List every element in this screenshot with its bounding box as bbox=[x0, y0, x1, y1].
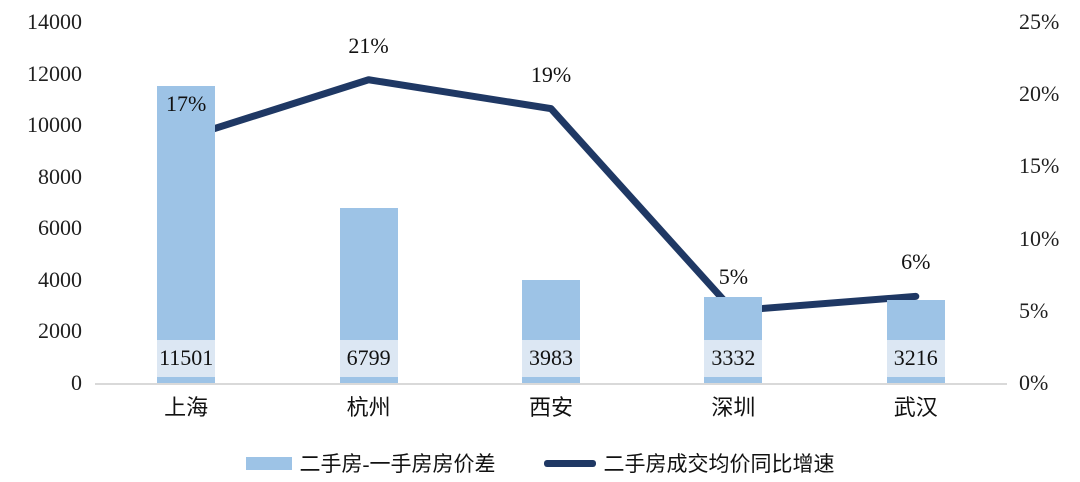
secondary-y-axis-tick-label: 25% bbox=[1019, 9, 1060, 34]
bar-series-swatch bbox=[245, 456, 292, 470]
bar: 11501 bbox=[157, 86, 216, 383]
trend-line bbox=[182, 76, 920, 315]
bar: 3983 bbox=[522, 280, 580, 383]
bar-value-label: 3216 bbox=[893, 345, 938, 371]
y-axis-tick-label: 4000 bbox=[38, 266, 82, 292]
bar-value-label-band bbox=[704, 339, 763, 377]
bar-value-label: 6799 bbox=[346, 345, 391, 371]
y-axis-tick-label: 6000 bbox=[38, 215, 82, 241]
legend-item-bar-series: 二手房-一手房房价差 bbox=[245, 448, 496, 478]
secondary-y-axis-tick-label: 0% bbox=[1019, 370, 1049, 395]
y-axis-tick-label: 14000 bbox=[27, 9, 82, 34]
category-label: 杭州 bbox=[346, 395, 391, 420]
line-point-label: 5% bbox=[718, 263, 749, 289]
line-series-swatch bbox=[543, 459, 596, 467]
bar-value-label-band bbox=[339, 339, 398, 377]
category-label: 武汉 bbox=[893, 395, 938, 420]
bar: 6799 bbox=[339, 207, 398, 383]
line-point-label: 19% bbox=[530, 61, 572, 87]
secondary-y-axis-tick-label: 10% bbox=[1019, 225, 1060, 251]
line-series-label: 二手房成交均价同比增速 bbox=[603, 452, 835, 476]
bar-value-label: 3983 bbox=[529, 345, 573, 371]
line-point-label: 6% bbox=[901, 249, 931, 275]
legend-item-line-series: 二手房成交均价同比增速 bbox=[543, 448, 835, 478]
bar: 3332 bbox=[704, 297, 763, 383]
y-axis-tick-label: 2000 bbox=[38, 318, 82, 344]
bar: 3216 bbox=[886, 300, 945, 383]
legend: 二手房-一手房房价差 二手房成交均价同比增速 bbox=[0, 448, 1080, 478]
secondary-y-axis-tick-label: 15% bbox=[1019, 153, 1060, 179]
category-label: 上海 bbox=[164, 395, 209, 420]
bar-value-label: 11501 bbox=[159, 345, 214, 371]
secondary-y-axis-tick-label: 5% bbox=[1019, 297, 1049, 323]
x-axis-line bbox=[95, 383, 1007, 385]
category-label: 深圳 bbox=[711, 395, 756, 420]
y-axis-tick-label: 12000 bbox=[27, 60, 82, 86]
bar-value-label-band bbox=[886, 339, 945, 377]
bar-value-label: 3332 bbox=[711, 345, 756, 371]
bar-value-label-band bbox=[157, 339, 216, 377]
y-axis-tick-label: 8000 bbox=[38, 163, 82, 189]
bar-value-label-band bbox=[522, 339, 580, 377]
line-point-label: 17% bbox=[166, 90, 207, 116]
bar-series-label: 二手房-一手房房价差 bbox=[299, 452, 496, 476]
line-point-label: 21% bbox=[348, 32, 389, 58]
y-axis-tick-label: 0 bbox=[71, 370, 82, 395]
secondary-y-axis-tick-label: 20% bbox=[1019, 81, 1060, 107]
y-axis-tick-label: 10000 bbox=[27, 112, 82, 138]
category-label: 西安 bbox=[528, 395, 574, 420]
